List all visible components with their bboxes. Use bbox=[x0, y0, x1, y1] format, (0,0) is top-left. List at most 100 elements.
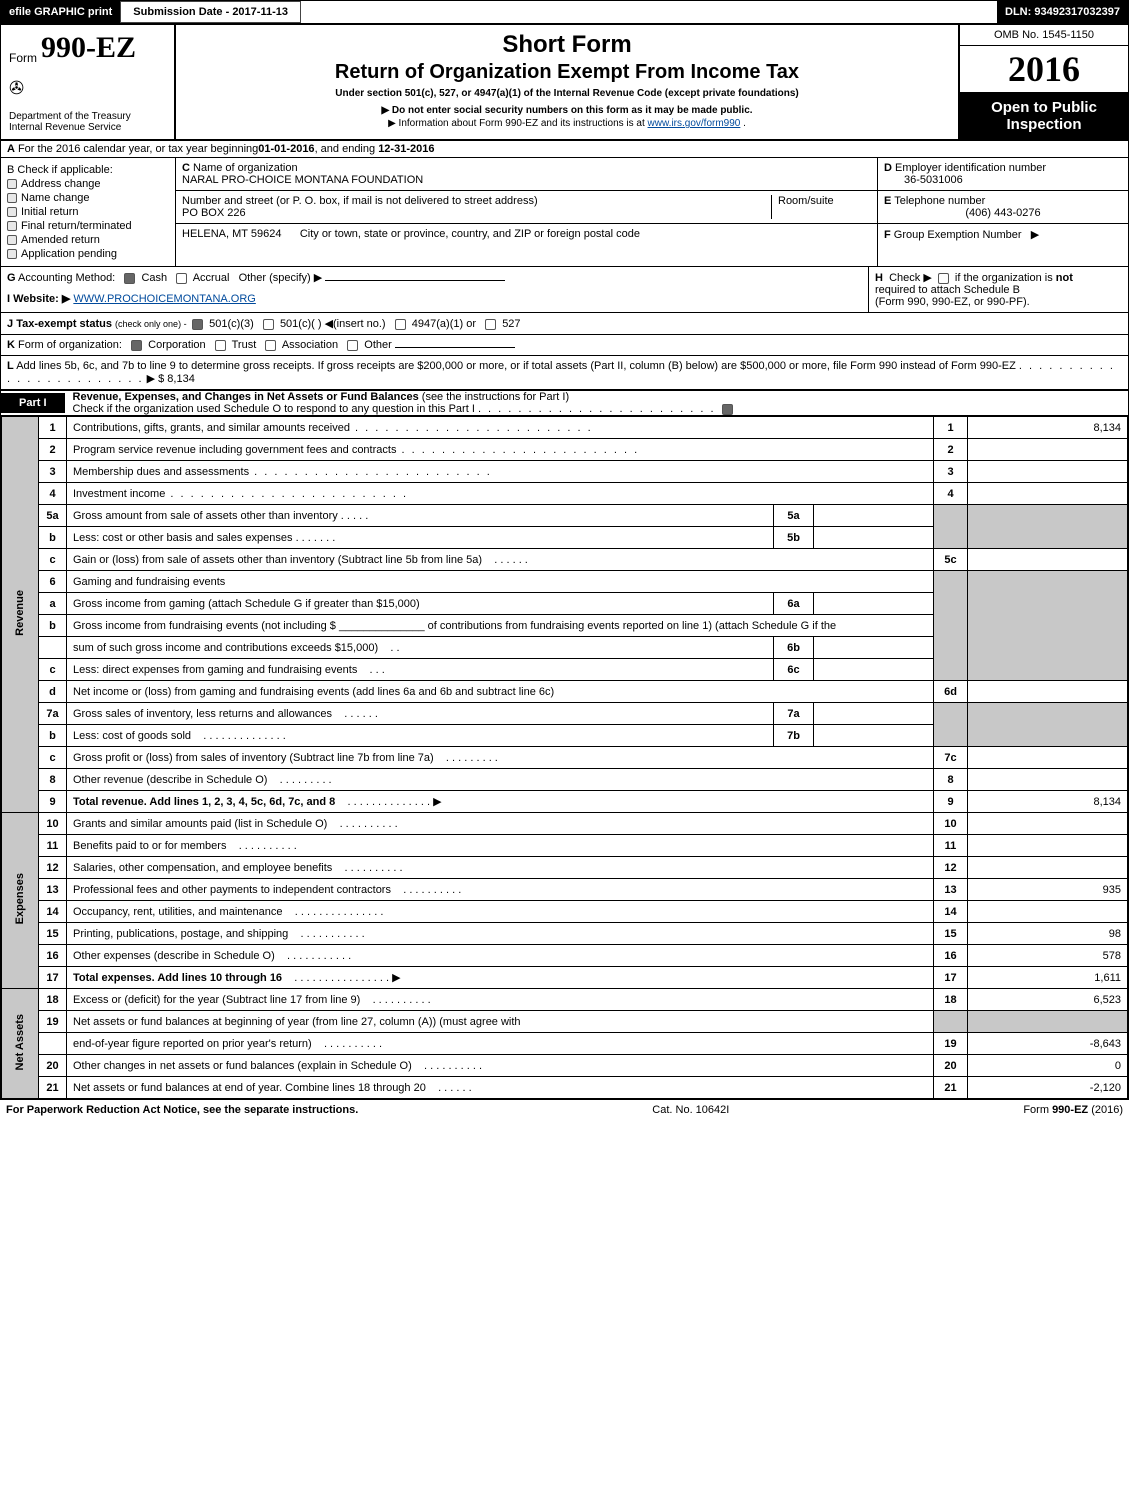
l-text: Add lines 5b, 6c, and 7b to line 9 to de… bbox=[16, 360, 1016, 372]
table-row: 4 Investment income 4 bbox=[2, 483, 1128, 505]
line-numcol: 5c bbox=[934, 549, 968, 571]
checkbox-501c3[interactable] bbox=[192, 319, 203, 330]
checkbox-other-org[interactable] bbox=[347, 340, 358, 351]
checkbox-527[interactable] bbox=[485, 319, 496, 330]
dept-line2: Internal Revenue Service bbox=[9, 122, 166, 133]
row-gh: G Accounting Method: Cash Accrual Other … bbox=[1, 267, 1128, 313]
tax-exempt-status-label: Tax-exempt status bbox=[16, 318, 112, 330]
org-name: NARAL PRO-CHOICE MONTANA FOUNDATION bbox=[182, 174, 423, 186]
room-label: Room/suite bbox=[778, 195, 834, 207]
checkbox-h[interactable] bbox=[938, 273, 949, 284]
line-numcol: 14 bbox=[934, 901, 968, 923]
checkbox-name-change[interactable] bbox=[7, 193, 17, 203]
line-val bbox=[968, 747, 1128, 769]
phone-value: (406) 443-0276 bbox=[884, 207, 1122, 219]
checkbox-final-return[interactable] bbox=[7, 221, 17, 231]
short-form-title: Short Form bbox=[186, 31, 948, 59]
table-row: 16 Other expenses (describe in Schedule … bbox=[2, 945, 1128, 967]
line-num: 10 bbox=[39, 813, 67, 835]
tax-year: 2016 bbox=[960, 46, 1128, 93]
gray-block bbox=[934, 703, 968, 747]
line-num: c bbox=[39, 747, 67, 769]
arrow-icon bbox=[433, 796, 441, 808]
checkbox-4947a1[interactable] bbox=[395, 319, 406, 330]
k-o3: Association bbox=[282, 339, 338, 351]
h-text3: required to attach Schedule B bbox=[875, 284, 1020, 296]
line-numcol: 8 bbox=[934, 769, 968, 791]
phone-title: Telephone number bbox=[894, 195, 985, 207]
column-b: B Check if applicable: Address change Na… bbox=[1, 158, 176, 266]
line-val bbox=[968, 835, 1128, 857]
dln-label: DLN: 93492317032397 bbox=[997, 1, 1128, 23]
form-prefix: Form bbox=[9, 51, 37, 65]
line-numcol: 9 bbox=[934, 791, 968, 813]
line-num: b bbox=[39, 527, 67, 549]
line-desc: Gross income from fundraising events (no… bbox=[67, 615, 934, 637]
table-row: Net Assets 18 Excess or (deficit) for th… bbox=[2, 989, 1128, 1011]
table-row: 13 Professional fees and other payments … bbox=[2, 879, 1128, 901]
tax-year-begin: 01-01-2016 bbox=[258, 143, 314, 155]
table-row: c Gain or (loss) from sale of assets oth… bbox=[2, 549, 1128, 571]
tax-year-text-pre: For the 2016 calendar year, or tax year … bbox=[18, 143, 258, 155]
group-exemption-title: Group Exemption Number bbox=[894, 229, 1022, 241]
checkbox-application-pending[interactable] bbox=[7, 249, 17, 259]
cb-label-2: Initial return bbox=[21, 206, 78, 218]
checkbox-initial-return[interactable] bbox=[7, 207, 17, 217]
table-row: 6 Gaming and fundraising events bbox=[2, 571, 1128, 593]
header-right: OMB No. 1545-1150 2016 Open to Public In… bbox=[958, 25, 1128, 139]
checkbox-schedule-o[interactable] bbox=[722, 404, 733, 415]
line-numcol: 11 bbox=[934, 835, 968, 857]
part-i-paren: (see the instructions for Part I) bbox=[422, 391, 569, 403]
line-num: 11 bbox=[39, 835, 67, 857]
label-k: K bbox=[7, 339, 15, 351]
checkbox-cash[interactable] bbox=[124, 273, 135, 284]
row-a: A For the 2016 calendar year, or tax yea… bbox=[1, 141, 1128, 158]
line-num: a bbox=[39, 593, 67, 615]
label-i: I bbox=[7, 293, 10, 305]
line-num: 1 bbox=[39, 417, 67, 439]
line-desc: Occupancy, rent, utilities, and maintena… bbox=[67, 901, 934, 923]
submission-date: Submission Date - 2017-11-13 bbox=[120, 1, 301, 23]
checkbox-501c[interactable] bbox=[263, 319, 274, 330]
line-desc: Less: direct expenses from gaming and fu… bbox=[67, 659, 774, 681]
cash-label: Cash bbox=[141, 272, 167, 284]
label-h: H bbox=[875, 272, 883, 284]
checkbox-corporation[interactable] bbox=[131, 340, 142, 351]
column-c: C Name of organization NARAL PRO-CHOICE … bbox=[176, 158, 878, 266]
page-footer: For Paperwork Reduction Act Notice, see … bbox=[0, 1100, 1129, 1120]
j-o1: 501(c)(3) bbox=[209, 318, 254, 330]
checkbox-address-change[interactable] bbox=[7, 179, 17, 189]
checkbox-amended-return[interactable] bbox=[7, 235, 17, 245]
line-val bbox=[968, 769, 1128, 791]
top-bar: efile GRAPHIC print Submission Date - 20… bbox=[1, 1, 1128, 25]
gray-block bbox=[934, 571, 968, 681]
line-sm: 5a bbox=[774, 505, 814, 527]
row-k: K Form of organization: Corporation Trus… bbox=[1, 335, 1128, 356]
table-row: 7a Gross sales of inventory, less return… bbox=[2, 703, 1128, 725]
line-sm: 5b bbox=[774, 527, 814, 549]
line-numcol: 18 bbox=[934, 989, 968, 1011]
line-desc: Gross amount from sale of assets other t… bbox=[67, 505, 774, 527]
line-numcol: 12 bbox=[934, 857, 968, 879]
line-desc: Salaries, other compensation, and employ… bbox=[67, 857, 934, 879]
line-desc: Membership dues and assessments bbox=[67, 461, 934, 483]
website-link[interactable]: WWW.PROCHOICEMONTANA.ORG bbox=[73, 293, 256, 305]
line-smv bbox=[814, 505, 934, 527]
line-numcol: 19 bbox=[934, 1033, 968, 1055]
line-val: 1,611 bbox=[968, 967, 1128, 989]
cb-label-0: Address change bbox=[21, 178, 101, 190]
form-page: efile GRAPHIC print Submission Date - 20… bbox=[0, 0, 1129, 1100]
checkbox-trust[interactable] bbox=[215, 340, 226, 351]
gray-block bbox=[934, 1011, 968, 1033]
line-val bbox=[968, 901, 1128, 923]
checkbox-accrual[interactable] bbox=[176, 273, 187, 284]
checkbox-association[interactable] bbox=[265, 340, 276, 351]
gray-block bbox=[968, 1011, 1128, 1033]
line-numcol: 21 bbox=[934, 1077, 968, 1099]
line-desc: Total expenses. Add lines 10 through 16 … bbox=[67, 967, 934, 989]
irs-link[interactable]: www.irs.gov/form990 bbox=[648, 118, 741, 129]
table-row: end-of-year figure reported on prior yea… bbox=[2, 1033, 1128, 1055]
line-desc: Gain or (loss) from sale of assets other… bbox=[67, 549, 934, 571]
line-val bbox=[968, 857, 1128, 879]
line-num: 5a bbox=[39, 505, 67, 527]
